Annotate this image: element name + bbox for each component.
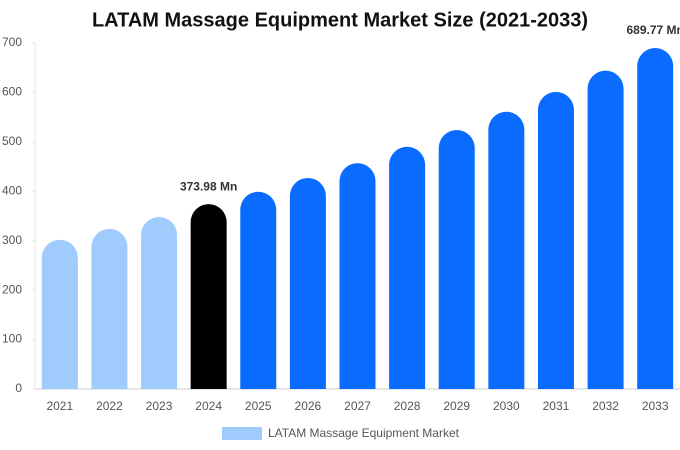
bar <box>438 129 475 389</box>
y-tick-label: 600 <box>2 85 22 99</box>
y-tick-label: 500 <box>2 134 22 148</box>
y-tick-label: 700 <box>2 35 22 49</box>
y-tick-label: 200 <box>2 282 22 296</box>
y-tick-label: 300 <box>2 233 22 247</box>
x-tick-label: 2031 <box>543 399 570 413</box>
bar <box>91 228 128 389</box>
x-tick-label: 2028 <box>394 399 421 413</box>
value-label: 373.98 Mn <box>180 179 237 193</box>
bar <box>289 177 326 389</box>
bar <box>240 191 277 389</box>
chart-title: LATAM Massage Equipment Market Size (202… <box>92 9 588 31</box>
x-tick-label: 2025 <box>245 399 272 413</box>
x-tick-label: 2026 <box>295 399 322 413</box>
x-tick-label: 2033 <box>642 399 669 413</box>
legend-swatch <box>222 427 262 440</box>
bar <box>587 70 624 390</box>
x-tick-label: 2032 <box>592 399 619 413</box>
y-tick-label: 400 <box>2 183 22 197</box>
bar <box>537 91 574 389</box>
value-label: 689.77 Mn <box>627 23 680 37</box>
bar <box>339 163 376 389</box>
bar <box>637 48 674 389</box>
x-tick-label: 2023 <box>146 399 173 413</box>
x-tick-label: 2030 <box>493 399 520 413</box>
y-tick-label: 100 <box>2 332 22 346</box>
bar <box>389 146 426 389</box>
y-tick-label: 0 <box>15 381 22 395</box>
bar <box>190 204 227 389</box>
x-tick-label: 2021 <box>46 399 73 413</box>
x-tick-label: 2029 <box>443 399 470 413</box>
x-tick-label: 2027 <box>344 399 371 413</box>
x-tick-label: 2024 <box>195 399 222 413</box>
bar <box>488 111 525 389</box>
legend-label: LATAM Massage Equipment Market <box>268 426 460 440</box>
bar <box>141 217 178 389</box>
bar <box>41 239 78 389</box>
x-tick-label: 2022 <box>96 399 123 413</box>
